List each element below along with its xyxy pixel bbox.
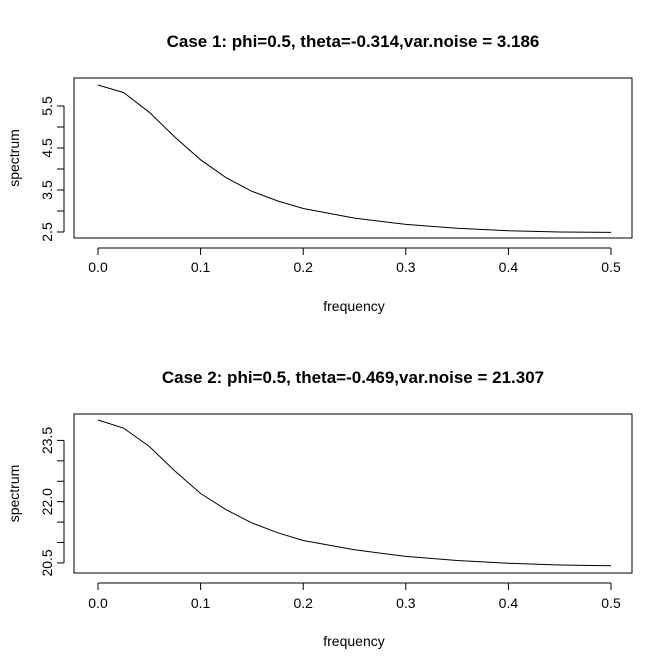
x-tick-label-1-3: 0.3 — [396, 259, 416, 275]
y-tick-label-2-0: 20.5 — [39, 549, 55, 576]
y-tick-label-2-6: 23.5 — [39, 427, 55, 454]
y-axis-label-2: spectrum — [6, 465, 22, 523]
y-axis-label-1: spectrum — [6, 129, 22, 187]
x-tick-label-2-4: 0.4 — [499, 595, 519, 611]
y-tick-label-1-4: 4.5 — [39, 138, 55, 158]
x-axis-label-1: frequency — [323, 298, 384, 314]
x-tick-label-2-3: 0.3 — [396, 595, 416, 611]
plot-frame-1 — [73, 77, 633, 239]
x-tick-label-1-5: 0.5 — [601, 259, 621, 275]
chart-title-1: Case 1: phi=0.5, theta=-0.314,var.noise … — [167, 32, 540, 51]
y-tick-label-1-6: 5.5 — [39, 96, 55, 116]
y-tick-label-1-2: 3.5 — [39, 180, 55, 200]
y-tick-label-1-0: 2.5 — [39, 222, 55, 242]
x-tick-label-2-1: 0.1 — [191, 595, 211, 611]
x-tick-label-1-2: 0.2 — [293, 259, 313, 275]
spectrum-line-2 — [97, 419, 612, 567]
x-tick-label-1-1: 0.1 — [191, 259, 211, 275]
x-tick-label-2-0: 0.0 — [88, 595, 108, 611]
x-tick-label-1-4: 0.4 — [499, 259, 519, 275]
x-tick-label-2-5: 0.5 — [601, 595, 621, 611]
spectrum-line-1 — [97, 84, 612, 233]
plot-frame-2 — [73, 413, 633, 574]
x-tick-label-2-2: 0.2 — [293, 595, 313, 611]
x-tick-label-1-0: 0.0 — [88, 259, 108, 275]
chart-title-2: Case 2: phi=0.5, theta=-0.469,var.noise … — [162, 368, 544, 387]
x-axis-label-2: frequency — [323, 633, 384, 649]
y-tick-label-2-3: 22.0 — [39, 488, 55, 515]
